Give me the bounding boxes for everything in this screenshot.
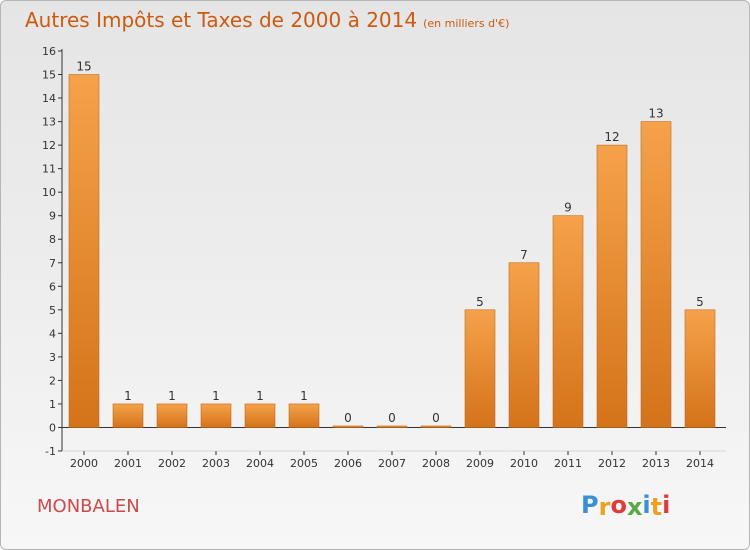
logo-letter: x <box>626 493 643 521</box>
x-tick-label-2005: 2005 <box>290 457 318 470</box>
y-tick-label: 5 <box>49 304 56 317</box>
x-tick-label-2010: 2010 <box>510 457 538 470</box>
bar-2014 <box>684 309 716 428</box>
y-tick-label: 11 <box>42 163 56 176</box>
bar-2012 <box>596 144 628 428</box>
x-tick-label-2009: 2009 <box>466 457 494 470</box>
y-tick-label: 13 <box>42 116 56 129</box>
x-tick-label-2007: 2007 <box>378 457 406 470</box>
y-tick-label: 7 <box>49 257 56 270</box>
data-label-2004: 1 <box>256 389 264 403</box>
logo-letter: t <box>650 493 663 521</box>
x-tick-label-2006: 2006 <box>334 457 362 470</box>
y-tick-label: 2 <box>49 374 56 387</box>
chart-title: Autres Impôts et Taxes de 2000 à 2014 (en… <box>25 8 509 32</box>
y-tick-label: 4 <box>49 327 56 340</box>
x-tick-label-2013: 2013 <box>642 457 670 470</box>
bar-2007 <box>376 425 408 428</box>
data-label-2001: 1 <box>124 389 132 403</box>
bar-2003 <box>200 403 232 428</box>
data-label-2006: 0 <box>344 411 352 425</box>
bar-2009 <box>464 309 496 428</box>
bar-2008 <box>420 425 452 428</box>
y-tick-label: 14 <box>42 92 56 105</box>
logo-letter: i <box>662 491 671 519</box>
x-tick-label-2011: 2011 <box>554 457 582 470</box>
x-tick-label-2001: 2001 <box>114 457 142 470</box>
bar-2011 <box>552 215 584 428</box>
data-label-2003: 1 <box>212 389 220 403</box>
y-tick-label: 1 <box>49 398 56 411</box>
bar-2010 <box>508 262 540 428</box>
proxiti-logo: Proxiti <box>581 491 671 521</box>
x-tick-label-2008: 2008 <box>422 457 450 470</box>
y-tick-label: 12 <box>42 139 56 152</box>
bar-2002 <box>156 403 188 428</box>
chart-title-text: Autres Impôts et Taxes de 2000 à 2014 <box>25 8 418 32</box>
x-tick-label-2004: 2004 <box>246 457 274 470</box>
x-tick-label-2000: 2000 <box>70 457 98 470</box>
bar-2006 <box>332 425 364 428</box>
data-label-2014: 5 <box>696 295 704 309</box>
commune-name: MONBALEN <box>37 496 140 517</box>
y-tick-label: 0 <box>49 421 56 434</box>
data-label-2002: 1 <box>168 389 176 403</box>
y-tick-label: 16 <box>42 45 56 58</box>
bar-2005 <box>288 403 320 428</box>
data-label-2007: 0 <box>388 411 396 425</box>
y-tick-label: -1 <box>45 445 56 458</box>
logo-letter: o <box>610 491 627 519</box>
bar-2001 <box>112 403 144 428</box>
y-tick-label: 15 <box>42 69 56 82</box>
logo-letter: P <box>581 491 599 519</box>
bar-2004 <box>244 403 276 428</box>
x-tick-label-2003: 2003 <box>202 457 230 470</box>
data-label-2012: 12 <box>604 130 619 144</box>
data-label-2000: 15 <box>76 60 91 74</box>
bar-2013 <box>640 121 672 428</box>
data-label-2011: 9 <box>564 201 572 215</box>
bar-2000 <box>68 74 100 428</box>
data-label-2009: 5 <box>476 295 484 309</box>
y-tick-label: 6 <box>49 280 56 293</box>
x-tick-label-2002: 2002 <box>158 457 186 470</box>
chart-subtitle: (en milliers d'€) <box>423 17 510 30</box>
x-tick-label-2014: 2014 <box>686 457 714 470</box>
logo-letter: r <box>598 493 611 521</box>
data-label-2008: 0 <box>432 411 440 425</box>
data-label-2005: 1 <box>300 389 308 403</box>
data-label-2010: 7 <box>520 248 528 262</box>
logo-letter: i <box>642 491 651 519</box>
y-tick-label: 9 <box>49 210 56 223</box>
y-tick-label: 3 <box>49 351 56 364</box>
y-tick-label: 10 <box>42 186 56 199</box>
x-tick-label-2012: 2012 <box>598 457 626 470</box>
data-label-2013: 13 <box>648 107 663 121</box>
y-tick-label: 8 <box>49 233 56 246</box>
